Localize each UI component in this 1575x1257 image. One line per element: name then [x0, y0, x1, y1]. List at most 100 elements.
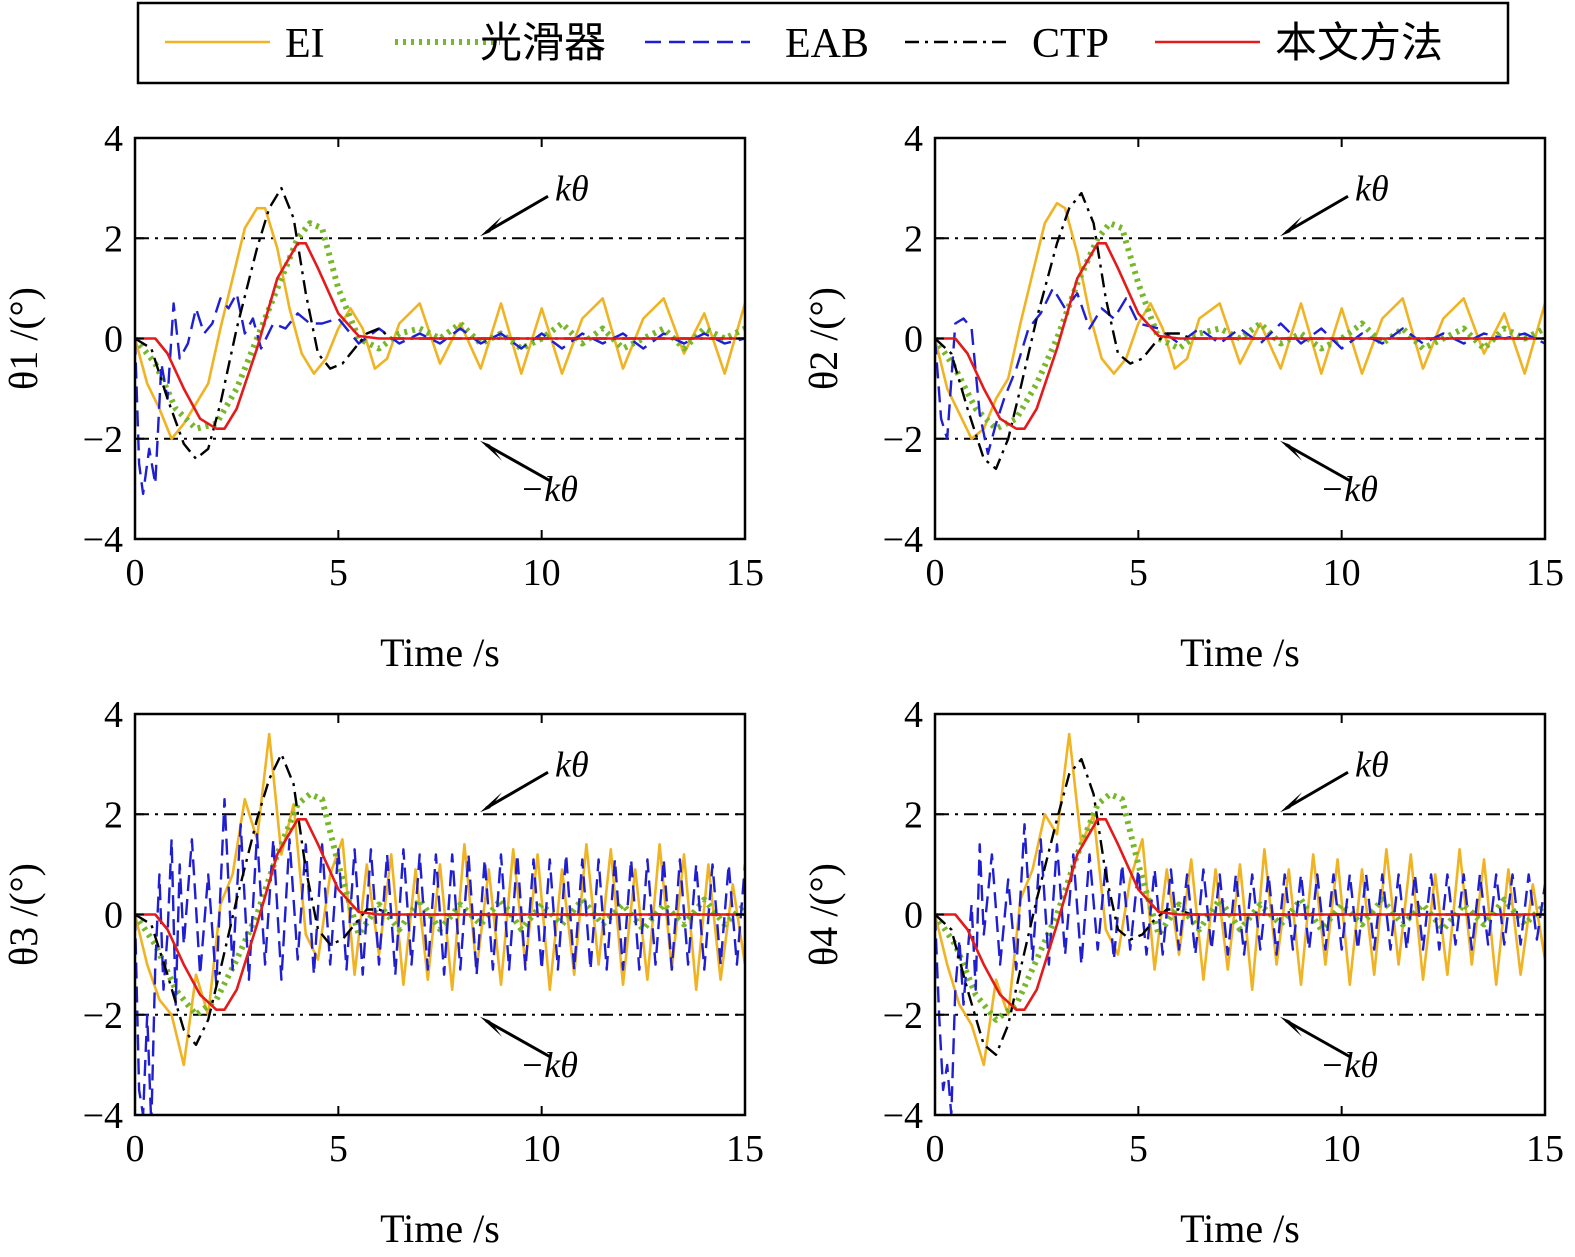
x-tick-label: 0 — [126, 552, 145, 594]
upper-annotation-arrow — [485, 194, 549, 234]
legend-box — [136, 1, 1510, 85]
y-tick-label: 0 — [104, 895, 123, 937]
upper-annotation-label: kθ — [555, 168, 589, 208]
panel-3: 0 5 10 15 4 2 0 −2 −4 Time /s θ3 /(°) kθ −kθ — [1, 694, 764, 1251]
legend-label-3: EAB — [785, 21, 869, 67]
lower-annotation-arrow — [1285, 443, 1351, 483]
lower-annotation-arrow — [1285, 1019, 1351, 1059]
x-tick-label: 10 — [523, 552, 561, 594]
y-tick-label: 0 — [904, 319, 923, 361]
x-tick-label: 15 — [726, 552, 764, 594]
series-line-1 — [935, 201, 1545, 441]
lower-annotation-label: −kθ — [1320, 1045, 1378, 1085]
lower-arrow-head — [1280, 1016, 1302, 1037]
x-axis-label: Time /s — [1180, 630, 1300, 675]
y-tick-label: 4 — [904, 118, 923, 160]
lower-annotation-label: −kθ — [1320, 469, 1378, 509]
x-tick-label: 10 — [1323, 1128, 1361, 1170]
series-line-3 — [935, 823, 1545, 1115]
lower-annotation-label: −kθ — [520, 469, 578, 509]
series-line-3 — [935, 287, 1545, 455]
legend: EI 光滑器 EAB CTP 本文方法 — [136, 1, 1510, 85]
y-tick-label: −2 — [883, 419, 923, 461]
upper-arrow-head — [480, 792, 502, 813]
lower-arrow-head — [480, 440, 502, 461]
x-tick-label: 5 — [1129, 1128, 1148, 1170]
y-tick-label: −2 — [83, 419, 123, 461]
x-tick-label: 5 — [329, 1128, 348, 1170]
panel-4: 0 5 10 15 4 2 0 −2 −4 Time /s θ4 /(°) kθ −kθ — [801, 694, 1564, 1251]
upper-arrow-head — [480, 216, 502, 237]
lower-annotation-label: −kθ — [520, 1045, 578, 1085]
series-line-5 — [935, 242, 1545, 430]
x-tick-label: 15 — [1526, 1128, 1564, 1170]
y-tick-label: 4 — [104, 118, 123, 160]
y-tick-label: 4 — [904, 694, 923, 736]
x-tick-label: 0 — [926, 552, 945, 594]
x-axis-label: Time /s — [380, 630, 500, 675]
y-axis-label: θ3 /(°) — [1, 863, 46, 966]
y-tick-label: −4 — [883, 519, 923, 561]
upper-annotation-label: kθ — [1355, 744, 1389, 784]
legend-label-4: CTP — [1032, 21, 1109, 67]
legend-label-5: 本文方法 — [1275, 20, 1443, 67]
y-tick-label: −2 — [83, 995, 123, 1037]
series-line-4 — [135, 186, 745, 460]
y-tick-label: −2 — [883, 995, 923, 1037]
upper-annotation-label: kθ — [555, 744, 589, 784]
y-tick-label: 0 — [104, 319, 123, 361]
y-tick-label: −4 — [83, 519, 123, 561]
y-tick-label: −4 — [883, 1095, 923, 1137]
series-line-1 — [135, 732, 745, 1067]
y-axis-label: θ4 /(°) — [801, 863, 846, 966]
upper-arrow-head — [1280, 792, 1302, 813]
upper-annotation-arrow — [485, 770, 549, 810]
legend-label-1: EI — [285, 21, 325, 67]
x-axis-label: Time /s — [380, 1206, 500, 1251]
series-line-2 — [135, 220, 745, 432]
x-tick-label: 15 — [1526, 552, 1564, 594]
series-group — [935, 191, 1545, 470]
panel-1: 0 5 10 15 4 2 0 −2 −4 Time /s θ1 /(°) kθ −kθ — [1, 118, 764, 675]
upper-annotation-arrow — [1285, 770, 1349, 810]
y-tick-label: 2 — [104, 218, 123, 260]
series-line-3 — [135, 798, 745, 1115]
y-tick-label: 2 — [904, 218, 923, 260]
x-tick-label: 5 — [1129, 552, 1148, 594]
upper-annotation-arrow — [1285, 194, 1349, 234]
series-group — [935, 732, 1545, 1115]
x-tick-label: 0 — [126, 1128, 145, 1170]
y-axis-label: θ2 /(°) — [801, 287, 846, 390]
y-axis-label: θ1 /(°) — [1, 287, 46, 390]
series-line-5 — [935, 818, 1545, 1011]
y-tick-label: 2 — [104, 794, 123, 836]
chart-panels: 0 5 10 15 4 2 0 −2 −4 Time /s θ1 /(°) kθ −kθ 0 5 10 15 4 2… — [1, 118, 1564, 1251]
x-tick-label: 5 — [329, 552, 348, 594]
upper-arrow-head — [1280, 216, 1302, 237]
x-axis-label: Time /s — [1180, 1206, 1300, 1251]
lower-arrow-head — [1280, 440, 1302, 461]
y-tick-label: 0 — [904, 895, 923, 937]
y-tick-label: 4 — [104, 694, 123, 736]
x-tick-label: 15 — [726, 1128, 764, 1170]
series-line-4 — [935, 757, 1545, 1056]
x-tick-label: 0 — [926, 1128, 945, 1170]
lower-annotation-arrow — [485, 443, 551, 483]
panel-2: 0 5 10 15 4 2 0 −2 −4 Time /s θ2 /(°) kθ −kθ — [801, 118, 1564, 675]
x-tick-label: 10 — [1323, 552, 1361, 594]
series-group — [135, 732, 745, 1115]
series-line-1 — [935, 732, 1545, 1067]
upper-annotation-label: kθ — [1355, 168, 1389, 208]
y-tick-label: 2 — [904, 794, 923, 836]
series-group — [135, 186, 745, 496]
series-line-2 — [935, 220, 1545, 432]
y-tick-label: −4 — [83, 1095, 123, 1137]
legend-label-2: 光滑器 — [480, 21, 606, 67]
x-tick-label: 10 — [523, 1128, 561, 1170]
lower-annotation-arrow — [485, 1019, 551, 1059]
series-line-5 — [135, 818, 745, 1011]
series-line-1 — [135, 206, 745, 441]
lower-arrow-head — [480, 1016, 502, 1037]
series-line-5 — [135, 242, 745, 430]
